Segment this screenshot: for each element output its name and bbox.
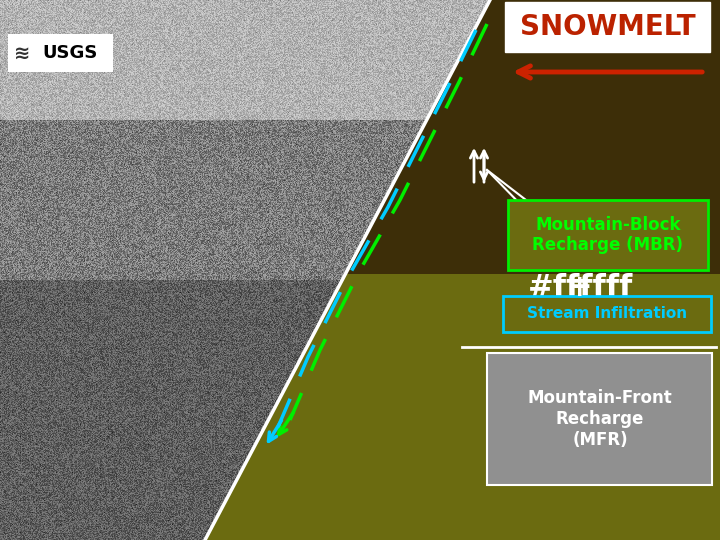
Text: SNOWMELT: SNOWMELT — [520, 13, 696, 41]
Bar — [505, 2, 710, 52]
Text: ≋: ≋ — [14, 44, 30, 63]
Bar — [8, 34, 113, 72]
Text: Stream Infiltration: Stream Infiltration — [527, 307, 687, 321]
Text: +: + — [567, 273, 593, 302]
Bar — [503, 296, 711, 332]
Text: USGS: USGS — [42, 44, 98, 62]
Bar — [487, 353, 712, 485]
Text: #ffffff: #ffffff — [527, 273, 633, 302]
Text: Mountain-Block
Recharge (MBR): Mountain-Block Recharge (MBR) — [533, 215, 683, 254]
Text: Mountain-Front
Recharge
(MFR): Mountain-Front Recharge (MFR) — [528, 389, 672, 449]
Bar — [508, 200, 708, 270]
